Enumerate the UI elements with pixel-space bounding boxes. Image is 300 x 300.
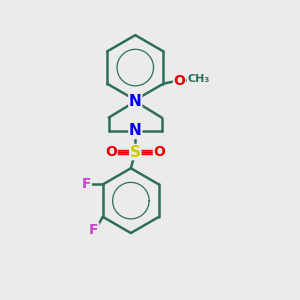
Text: N: N [129,94,142,109]
Text: F: F [82,177,92,191]
Text: O: O [105,145,117,159]
Text: F: F [89,223,99,237]
Text: O: O [154,145,165,159]
Text: CH₃: CH₃ [188,74,210,84]
Text: N: N [129,123,142,138]
Text: S: S [130,145,141,160]
Text: O: O [174,74,185,88]
